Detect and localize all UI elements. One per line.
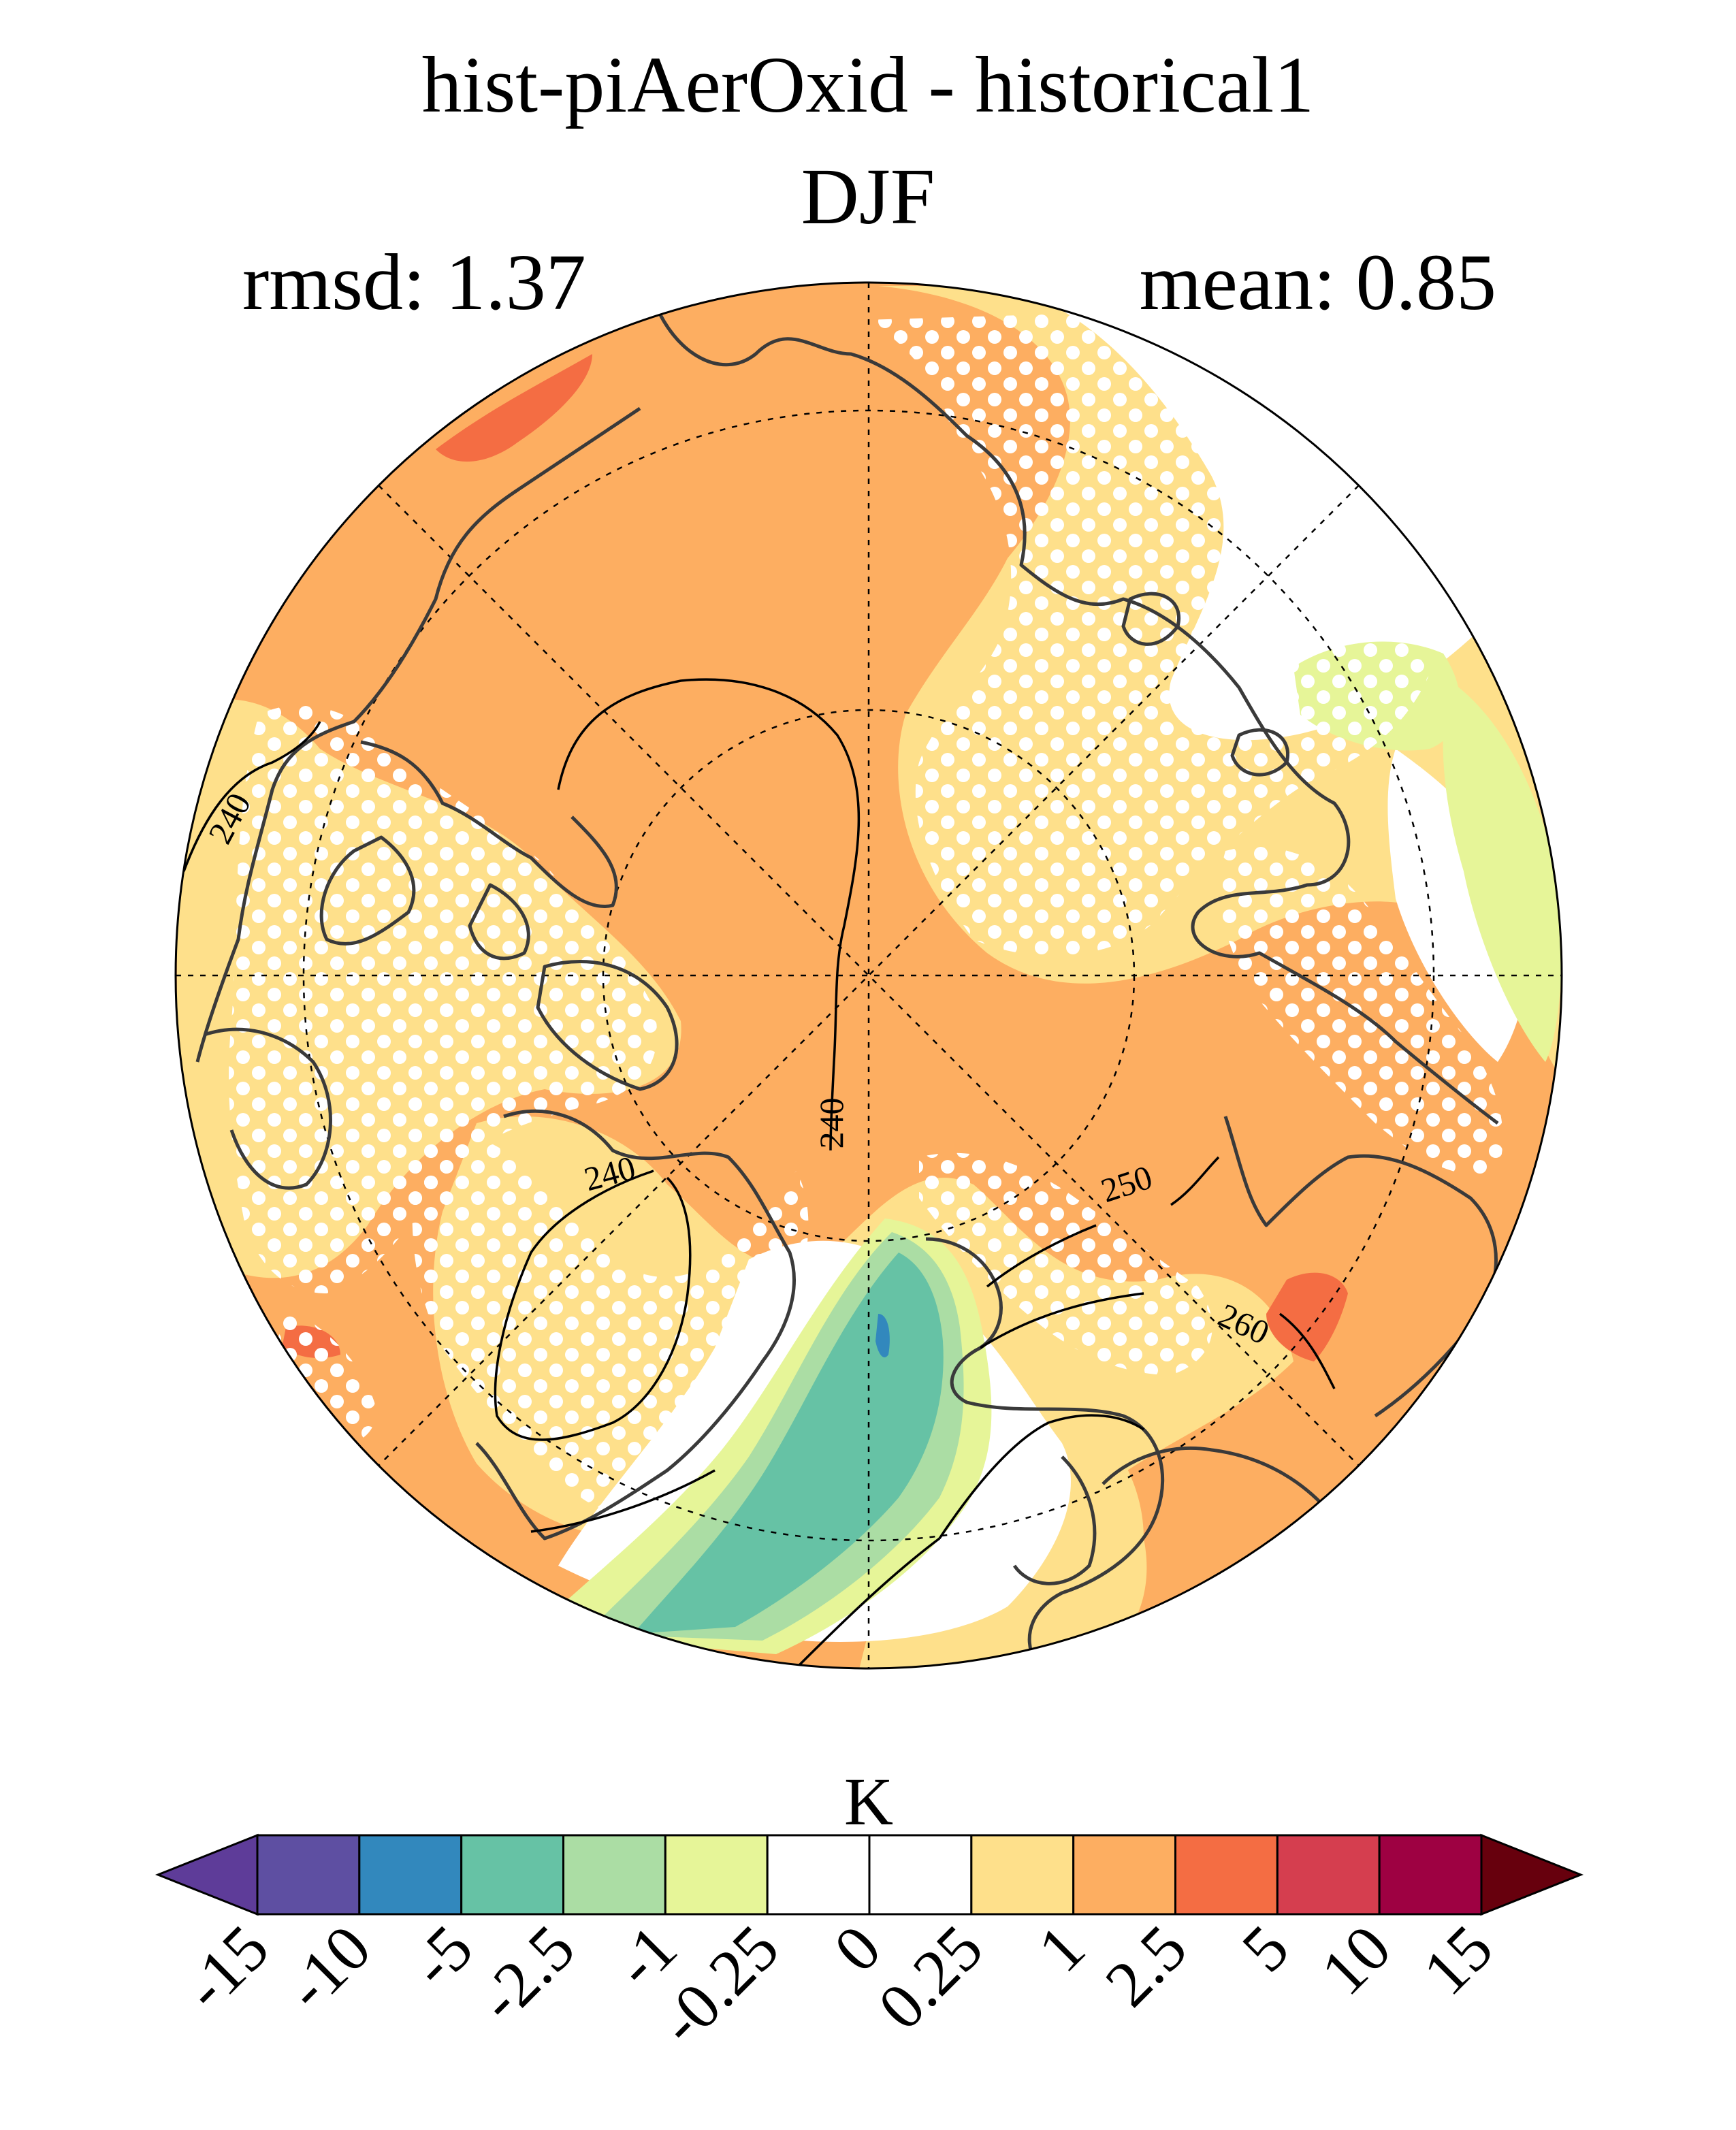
colorbar-tick-label: 0.25 xyxy=(864,1911,996,2043)
colorbar-tick-label: 10 xyxy=(1306,1911,1404,2009)
mean-label: mean: 0.85 xyxy=(1139,238,1496,327)
isotherm-240-west xyxy=(182,721,321,872)
colorbar-cell xyxy=(970,1834,1075,1916)
colorbar-upper-extension xyxy=(1480,1833,1584,1916)
anomaly-region-teal xyxy=(633,1253,944,1634)
colorbar-lower-extension xyxy=(155,1833,259,1916)
isotherm-260 xyxy=(980,1292,1336,1389)
anomaly-region-hotspot-east xyxy=(1266,1272,1348,1361)
colorbar-cell xyxy=(256,1834,361,1916)
isotherm-270-europe xyxy=(530,1469,716,1533)
anomaly-region-green-siberia xyxy=(1443,681,1562,1062)
map-frame xyxy=(174,281,1563,1670)
map-title: hist-piAerOxid - historical1 xyxy=(421,40,1315,129)
colorbar-tick-label: 5 xyxy=(1228,1911,1303,1986)
isotherm-240-arctic xyxy=(557,678,861,1151)
isotherm-250 xyxy=(986,1156,1220,1288)
colorbar-unit: K xyxy=(844,1770,893,1839)
coastlines xyxy=(195,299,1499,1662)
colorbar-cell xyxy=(1072,1834,1176,1916)
colorbar-cells xyxy=(155,1833,1584,1916)
colorbar-tick-label: 2.5 xyxy=(1091,1911,1201,2020)
isotherm-260-atlantic xyxy=(788,1537,941,1668)
isotherm-250-atlantic xyxy=(938,1414,1144,1539)
isotherm-contours xyxy=(182,678,1336,1668)
anomaly-region-hotspot-ne-corner xyxy=(436,354,592,462)
colorbar-tick-label: 1 xyxy=(1024,1911,1099,1986)
colorbar-tick-label: 15 xyxy=(1409,1911,1507,2009)
colorbar: K -15-10 -5-2.5 -1-0.25 00.25 12.5 5 10 15 xyxy=(155,1770,1584,2059)
colorbar-tick-label: -15 xyxy=(170,1911,283,2024)
graticule xyxy=(176,283,1562,1668)
colorbar-tick-labels: -15-10 -5-2.5 -1-0.25 00.25 12.5 5 10 15 xyxy=(170,1911,1507,2059)
colorbar-tick-label: -0.25 xyxy=(645,1911,792,2059)
season-label: DJF xyxy=(801,152,935,241)
colorbar-cell xyxy=(1276,1834,1381,1916)
colorbar-cell xyxy=(1378,1834,1483,1916)
anomaly-region-near-zero-siberia xyxy=(1387,749,1528,1062)
colorbar-cell xyxy=(460,1834,565,1916)
colorbar-tick-label: -10 xyxy=(272,1911,385,2024)
polar-map: 240 240 240 250 260 xyxy=(174,281,1563,1670)
isotherm-240-hudson xyxy=(494,1169,692,1441)
rmsd-label: rmsd: 1.37 xyxy=(242,238,586,327)
colorbar-cell xyxy=(358,1834,463,1916)
anomaly-region-blue xyxy=(875,1314,890,1357)
colorbar-cell xyxy=(868,1834,973,1916)
colorbar-cell xyxy=(1174,1834,1279,1916)
colorbar-cell xyxy=(766,1834,871,1916)
colorbar-cell xyxy=(562,1834,666,1916)
colorbar-cell xyxy=(664,1834,769,1916)
contour-label-240-centre: 240 xyxy=(812,1098,850,1149)
colorbar-tick-label: -2.5 xyxy=(464,1911,588,2035)
